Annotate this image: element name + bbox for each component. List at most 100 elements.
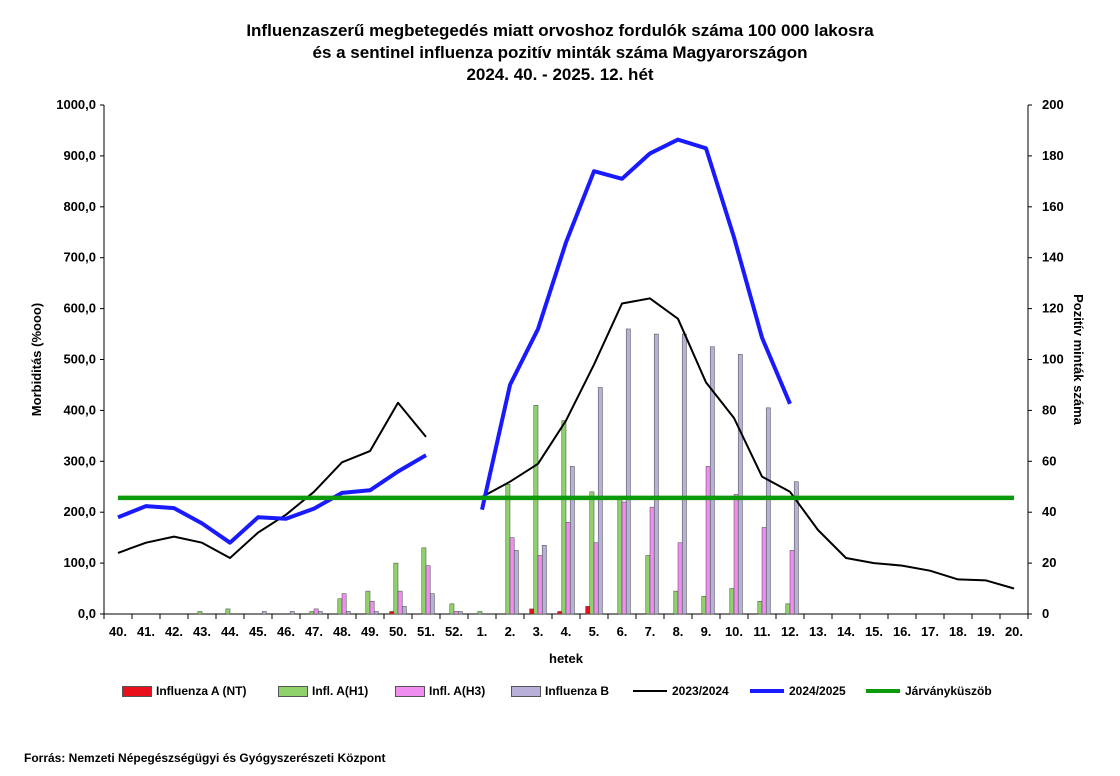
x-tick-label: 51.: [417, 624, 435, 639]
bar-infl-a-h3: [537, 555, 543, 615]
y-tick-label: 500,0: [63, 352, 96, 367]
x-tick-label: 17.: [921, 624, 939, 639]
legend-swatch-infl-a-h3: [395, 685, 425, 697]
bar-influenza-b: [569, 466, 575, 615]
x-tick-label: 2.: [505, 624, 516, 639]
bar-influenza-a-nt: [585, 606, 591, 615]
bar-infl-a-h3: [593, 542, 599, 615]
bar-infl-a-h3: [761, 527, 767, 615]
bar-infl-a-h3: [677, 542, 683, 615]
legend-label-2024-2025: 2024/2025: [789, 684, 846, 698]
legend-item-2023-2024: 2023/2024: [633, 684, 729, 698]
y2-tick-label: 20: [1042, 555, 1056, 570]
bar-infl-a-h3: [565, 522, 571, 615]
bar-influenza-b: [513, 550, 519, 615]
y-axis-title: Morbiditás (%ooo): [29, 303, 44, 416]
y-tick-label: 700,0: [63, 250, 96, 265]
bar-infl-a-h1: [561, 420, 567, 615]
x-tick-label: 52.: [445, 624, 463, 639]
bar-infl-a-h1: [309, 611, 315, 615]
bar-infl-a-h3: [733, 494, 739, 615]
legend-swatch-influenza-b: [511, 685, 541, 697]
bar-influenza-b: [541, 545, 547, 615]
bar-influenza-b: [401, 606, 407, 615]
bar-infl-a-h1: [365, 590, 371, 615]
bar-influenza-b: [317, 611, 323, 615]
chart-title-line-3: 2024. 40. - 2025. 12. hét: [466, 65, 654, 84]
bar-infl-a-h1: [673, 590, 679, 615]
bar-influenza-b: [653, 333, 659, 615]
legend-label-jarvanykuszob: Járványküszöb: [905, 684, 992, 698]
bar-infl-a-h1: [477, 611, 483, 615]
x-tick-label: 8.: [673, 624, 684, 639]
chart-title-line-2: és a sentinel influenza pozitív minták s…: [312, 43, 808, 62]
legend-swatch-influenza-a-nt: [122, 685, 152, 697]
y2-axis-title: Pozitív minták száma: [1071, 294, 1086, 426]
bar-infl-a-h1: [337, 598, 343, 615]
y2-tick-label: 200: [1042, 97, 1064, 112]
bar-influenza-a-nt: [557, 611, 563, 615]
y-tick-label: 600,0: [63, 301, 96, 316]
x-tick-label: 14.: [837, 624, 855, 639]
bar-infl-a-h3: [425, 565, 431, 615]
bar-infl-a-h1: [645, 555, 651, 615]
bar-infl-a-h1: [225, 608, 231, 615]
y-tick-label: 900,0: [63, 148, 96, 163]
x-tick-label: 12.: [781, 624, 799, 639]
bar-influenza-b: [597, 387, 603, 615]
x-tick-label: 13.: [809, 624, 827, 639]
x-tick-label: 16.: [893, 624, 911, 639]
chart-title-line-1: Influenzaszerű megbetegedés miatt orvosh…: [246, 21, 874, 40]
x-tick-label: 42.: [165, 624, 183, 639]
bar-infl-a-h3: [705, 466, 711, 615]
bar-infl-a-h1: [589, 491, 595, 615]
y2-tick-label: 100: [1042, 352, 1064, 367]
bar-influenza-b: [625, 328, 631, 615]
legend-item-influenza-a-nt: Influenza A (NT): [122, 684, 246, 698]
x-tick-label: 1.: [477, 624, 488, 639]
line-2024-2025: [480, 137, 792, 511]
legend-item-infl-a-h1: Infl. A(H1): [278, 684, 368, 698]
bar-infl-a-h3: [397, 590, 403, 615]
legend-label-infl-a-h3: Infl. A(H3): [429, 684, 486, 698]
bar-influenza-b: [765, 407, 771, 615]
x-tick-label: 43.: [193, 624, 211, 639]
y2-tick-label: 120: [1042, 301, 1064, 316]
y2-tick-label: 160: [1042, 199, 1064, 214]
legend-swatch-2024-2025: [750, 689, 784, 693]
legend-label-2023-2024: 2023/2024: [672, 684, 729, 698]
bar-influenza-b: [709, 346, 715, 615]
bar-infl-a-h3: [453, 611, 459, 615]
x-tick-label: 19.: [977, 624, 995, 639]
bar-infl-a-h1: [393, 562, 399, 615]
legend-item-influenza-b: Influenza B: [511, 684, 609, 698]
x-tick-label: 5.: [589, 624, 600, 639]
x-tick-label: 50.: [389, 624, 407, 639]
bar-infl-a-h1: [701, 595, 707, 615]
x-tick-label: 18.: [949, 624, 967, 639]
legend-item-2024-2025: 2024/2025: [750, 684, 846, 698]
y2-tick-label: 40: [1042, 504, 1056, 519]
legend: Influenza A (NT) Infl. A(H1) Infl. A(H3)…: [0, 684, 1120, 702]
y-tick-label: 100,0: [63, 555, 96, 570]
x-tick-label: 49.: [361, 624, 379, 639]
x-tick-label: 7.: [645, 624, 656, 639]
legend-item-jarvanykuszob: Járványküszöb: [866, 684, 992, 698]
bar-infl-a-h3: [341, 593, 347, 615]
bar-infl-a-h3: [789, 550, 795, 615]
x-axis-title: hetek: [549, 651, 584, 666]
bar-influenza-b: [289, 611, 295, 615]
line-2023-2024: [117, 401, 427, 559]
bar-infl-a-h1: [197, 611, 203, 615]
y2-tick-label: 80: [1042, 402, 1056, 417]
x-tick-label: 6.: [617, 624, 628, 639]
bar-infl-a-h1: [785, 603, 791, 615]
bar-influenza-b: [261, 611, 267, 615]
bar-infl-a-h3: [649, 506, 655, 615]
legend-swatch-infl-a-h1: [278, 685, 308, 697]
line-2024-2025: [117, 453, 428, 545]
legend-swatch-2023-2024: [633, 690, 667, 692]
source-note: Forrás: Nemzeti Népegészségügyi és Gyógy…: [24, 751, 386, 765]
y-tick-label: 200,0: [63, 504, 96, 519]
